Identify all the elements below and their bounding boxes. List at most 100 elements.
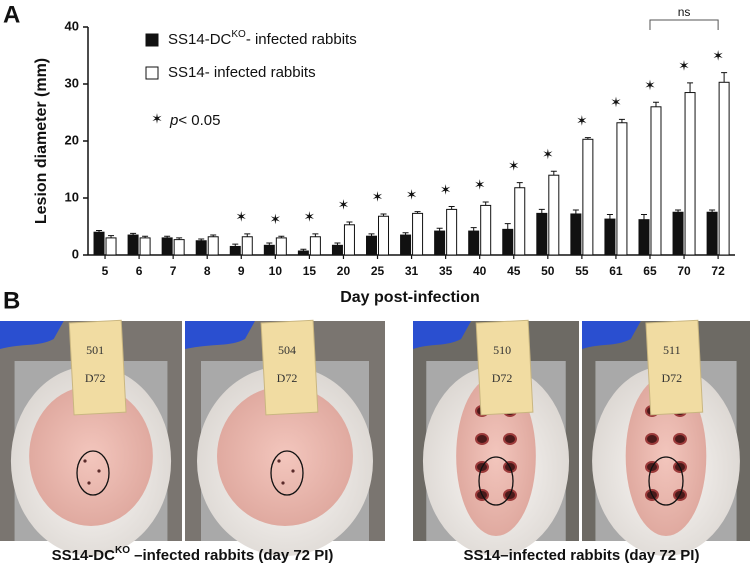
significance-star: ✶ (440, 181, 452, 197)
bar (343, 224, 355, 256)
error-bar (550, 170, 557, 176)
error-bar (709, 209, 716, 213)
bar (502, 228, 514, 256)
x-tick-label: 31 (405, 264, 419, 278)
significance-star: ✶ (235, 209, 247, 225)
x-tick-label: 25 (371, 264, 385, 278)
tag (260, 319, 319, 416)
error-bar (346, 221, 353, 225)
legend-label: SS14-DCKO- infected rabbits (168, 29, 357, 48)
error-bar (402, 232, 409, 236)
bar (105, 237, 117, 256)
x-tick-label: 55 (575, 264, 589, 278)
bar (400, 234, 412, 256)
bar (412, 212, 424, 256)
lesion-circle (270, 450, 304, 496)
error-bar (470, 227, 477, 232)
bar (309, 236, 321, 256)
bar (173, 239, 185, 256)
error-bar (687, 82, 694, 93)
x-tick-label: 5 (102, 264, 109, 278)
significance-star: ✶ (338, 197, 350, 213)
legend-significance: p< 0.05 (169, 112, 220, 129)
caption: SS14–infected rabbits (day 72 PI) (464, 547, 700, 564)
error-bar (721, 72, 728, 83)
x-tick-label: 10 (269, 264, 283, 278)
error-bar (538, 208, 545, 214)
error-bar (504, 223, 511, 230)
glove (413, 321, 472, 349)
caption-main: SS14-DC (52, 547, 116, 564)
caption-main: SS14–infected rabbits (day 72 PI) (464, 547, 700, 564)
legend-name: SS14-DC (168, 31, 232, 48)
x-tick-label: 70 (677, 264, 691, 278)
error-bar (584, 137, 591, 140)
tag-text: 511 (663, 343, 681, 357)
bar (706, 211, 718, 256)
bar (297, 250, 309, 256)
bar (195, 240, 207, 256)
bar (366, 235, 378, 256)
bar (139, 237, 151, 256)
comparison-label: ns (678, 5, 691, 19)
bar (161, 237, 173, 256)
x-tick-label: 6 (136, 264, 143, 278)
bar (434, 230, 446, 256)
x-tick-label: 45 (507, 264, 521, 278)
photo: 501 D72 (0, 319, 182, 556)
bar (263, 244, 275, 256)
legend-swatch (145, 33, 159, 47)
caption-rest: –infected rabbits (day 72 PI) (130, 547, 333, 564)
legend-label: SS14- infected rabbits (168, 64, 316, 81)
error-bar (164, 235, 171, 238)
glove (582, 321, 641, 349)
bar (672, 211, 684, 256)
glove (185, 321, 255, 349)
y-tick-label: 30 (65, 75, 79, 90)
lesion-circle (478, 456, 514, 506)
error-bar (176, 237, 183, 240)
tag (645, 319, 704, 416)
significance-star: ✶ (269, 211, 281, 227)
y-tick-label: 0 (72, 246, 79, 261)
error-bar (142, 235, 149, 238)
error-bar (96, 229, 103, 233)
p-threshold: < 0.05 (178, 112, 220, 129)
tag-text: 501 (86, 343, 104, 357)
bar (684, 92, 696, 256)
error-bar (278, 235, 285, 238)
bar (548, 174, 560, 256)
error-bar (210, 234, 217, 237)
lesion (97, 469, 101, 473)
p-italic: p (169, 112, 178, 129)
x-tick-label: 72 (711, 264, 725, 278)
legend-name-rest: - infected rabbits (205, 64, 316, 81)
significance-star: ✶ (610, 94, 622, 110)
bar (638, 219, 650, 256)
significance-star: ✶ (372, 189, 384, 205)
legend-swatch (145, 66, 159, 80)
bar (718, 81, 730, 256)
x-tick-label: 20 (337, 264, 351, 278)
error-bar (618, 118, 625, 123)
x-tick-label: 15 (303, 264, 317, 278)
significance-star: ✶ (712, 47, 724, 63)
bar (275, 237, 287, 256)
lesion (291, 469, 295, 473)
lesion (277, 459, 281, 463)
caption-superscript: KO (115, 545, 130, 556)
error-bar (436, 227, 443, 232)
lesion (83, 459, 87, 463)
x-tick-label: 40 (473, 264, 487, 278)
legend-name-rest: - infected rabbits (246, 31, 357, 48)
caption: SS14-DCKO –infected rabbits (day 72 PI) (52, 545, 334, 564)
bar (446, 208, 458, 256)
bar (331, 244, 343, 256)
lesion-circle (76, 450, 110, 496)
significance-star: ✶ (304, 209, 316, 225)
lesion (503, 433, 517, 445)
bar (582, 138, 594, 256)
lesion (281, 481, 285, 485)
legend-name: SS14 (168, 64, 205, 81)
error-bar (368, 233, 375, 237)
